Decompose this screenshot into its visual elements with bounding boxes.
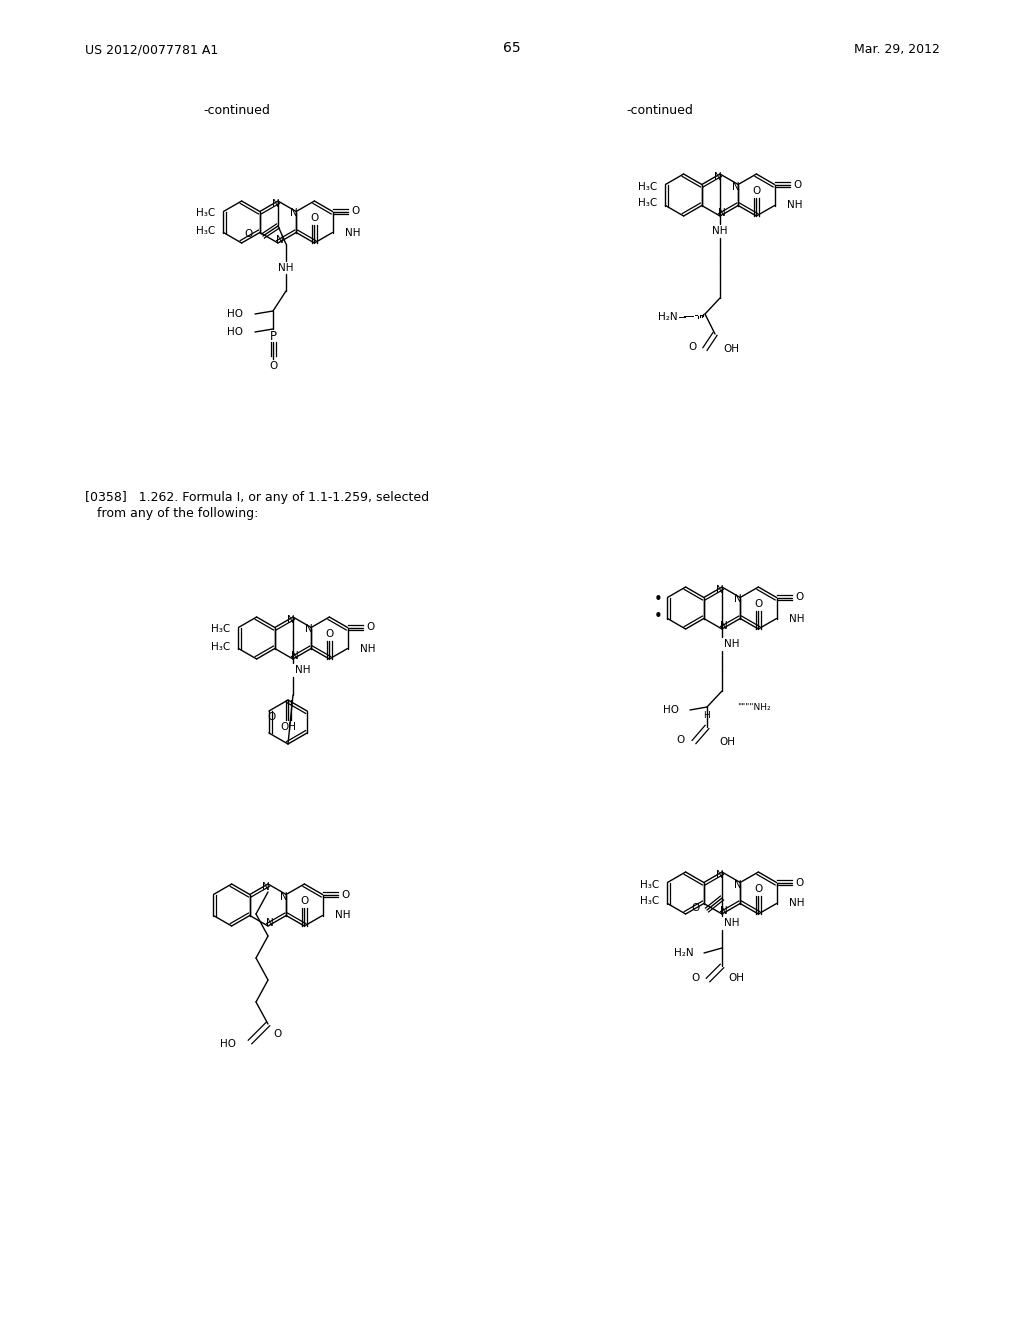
Text: N: N <box>716 585 724 595</box>
Text: O: O <box>753 186 761 197</box>
Text: O: O <box>273 1030 282 1039</box>
Text: N: N <box>305 624 313 635</box>
Text: N: N <box>272 199 280 209</box>
Text: N: N <box>720 906 728 916</box>
Text: O: O <box>796 878 804 887</box>
Text: HO: HO <box>227 309 243 319</box>
Text: OH: OH <box>280 722 296 733</box>
Text: H₃C: H₃C <box>638 181 657 191</box>
Text: O: O <box>677 735 685 744</box>
Text: O: O <box>351 206 359 216</box>
Text: N: N <box>266 917 273 928</box>
Text: H₃C: H₃C <box>197 226 215 235</box>
Text: O: O <box>755 599 763 609</box>
Text: H₃C: H₃C <box>640 879 659 890</box>
Text: NH: NH <box>344 227 360 238</box>
Text: O: O <box>245 228 253 239</box>
Text: H: H <box>703 710 711 719</box>
Text: NH: NH <box>724 639 739 649</box>
Text: H₃C: H₃C <box>211 642 230 652</box>
Text: OH: OH <box>723 345 739 354</box>
Text: N: N <box>291 651 299 661</box>
Text: NH: NH <box>713 226 728 236</box>
Text: N: N <box>732 181 740 191</box>
Text: N: N <box>734 879 742 890</box>
Text: O: O <box>267 711 276 722</box>
Text: US 2012/0077781 A1: US 2012/0077781 A1 <box>85 44 218 57</box>
Text: N: N <box>714 172 722 182</box>
Text: P: P <box>269 330 276 343</box>
Text: O: O <box>269 360 278 371</box>
Text: H₂N: H₂N <box>658 312 678 322</box>
Text: N: N <box>718 209 726 218</box>
Text: N: N <box>734 594 742 605</box>
Text: NH: NH <box>279 263 294 273</box>
Text: N: N <box>720 620 728 631</box>
Text: O: O <box>692 903 700 913</box>
Text: O: O <box>310 213 318 223</box>
Text: H₃C: H₃C <box>640 896 659 907</box>
Text: HO: HO <box>227 327 243 337</box>
Text: -continued: -continued <box>627 103 693 116</box>
Text: NH: NH <box>724 917 739 928</box>
Text: OH: OH <box>719 737 735 747</box>
Text: O: O <box>326 630 334 639</box>
Text: HO: HO <box>663 705 679 715</box>
Text: NH: NH <box>335 911 350 920</box>
Text: O: O <box>794 180 802 190</box>
Text: NH: NH <box>295 665 310 675</box>
Text: N: N <box>276 235 284 246</box>
Text: O: O <box>300 896 308 906</box>
Text: O: O <box>341 890 349 899</box>
Text: OH: OH <box>728 973 744 983</box>
Text: NH: NH <box>786 201 802 210</box>
Text: H₃C: H₃C <box>638 198 657 209</box>
Text: N: N <box>262 882 270 892</box>
Text: Mar. 29, 2012: Mar. 29, 2012 <box>854 44 940 57</box>
Text: •: • <box>653 609 663 624</box>
Text: O: O <box>796 593 804 602</box>
Text: N: N <box>291 209 298 219</box>
Text: H₃C: H₃C <box>211 624 230 635</box>
Text: """"NH₂: """"NH₂ <box>737 702 771 711</box>
Text: N: N <box>287 615 295 624</box>
Text: O: O <box>692 973 700 983</box>
Text: NH: NH <box>359 644 375 653</box>
Text: H₂N: H₂N <box>675 948 694 958</box>
Text: N: N <box>716 870 724 880</box>
Text: NH: NH <box>788 899 804 908</box>
Text: H₃C: H₃C <box>197 209 215 219</box>
Text: from any of the following:: from any of the following: <box>85 507 258 520</box>
Text: HO: HO <box>220 1039 236 1049</box>
Text: O: O <box>689 342 697 352</box>
Text: -continued: -continued <box>204 103 270 116</box>
Text: [0358]   1.262. Formula I, or any of 1.1-1.259, selected: [0358] 1.262. Formula I, or any of 1.1-1… <box>85 491 429 504</box>
Text: NH: NH <box>788 614 804 623</box>
Text: N: N <box>281 891 288 902</box>
Text: •: • <box>653 591 663 607</box>
Text: O: O <box>367 623 375 632</box>
Text: 65: 65 <box>503 41 521 55</box>
Text: O: O <box>755 884 763 894</box>
